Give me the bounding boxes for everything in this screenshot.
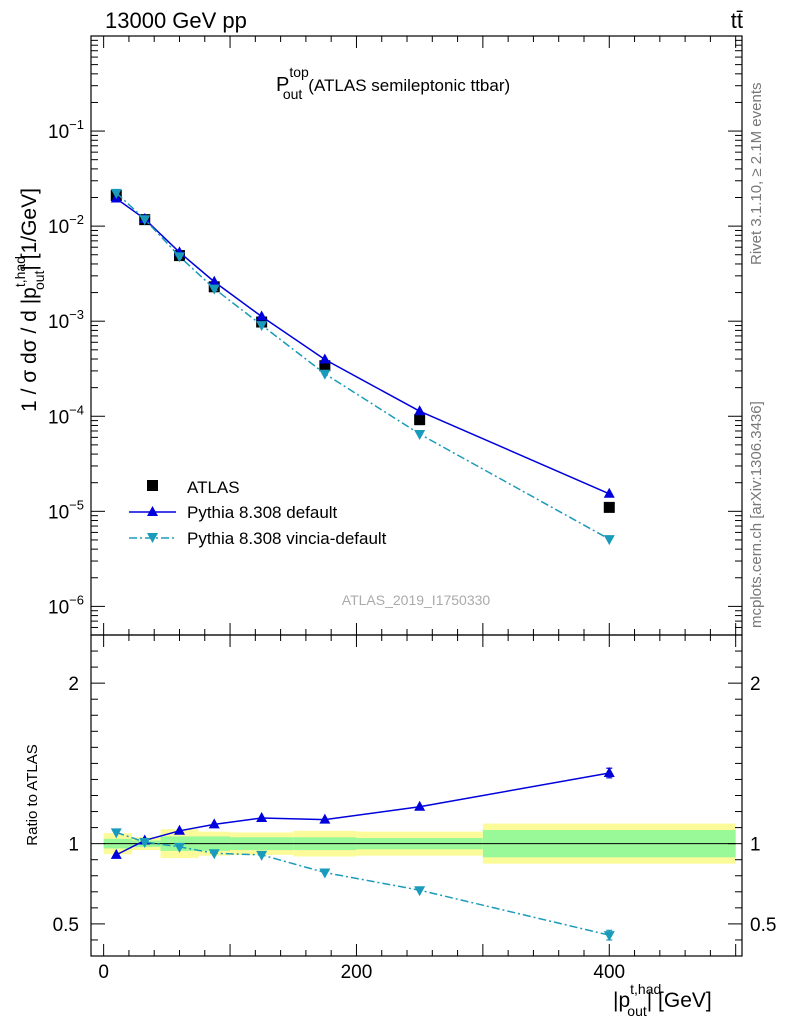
ratio-point-s0-5	[319, 813, 331, 824]
legend-label-pythia-default: Pythia 8.308 default	[187, 503, 338, 522]
ratio-xtick-label: 400	[593, 962, 625, 983]
ratio-frame	[90, 634, 743, 957]
mcplots-label: mcplots.cern.ch [arXiv:1306.3436]	[748, 401, 765, 628]
ratio-axis-ticks: 0.5 0.5 1 1 2 2 0 200 400	[53, 634, 776, 983]
main-point-s2-2	[173, 252, 185, 263]
main-point-s2-5	[319, 369, 331, 380]
main-ytick-label: 10−6	[48, 592, 84, 618]
ratio-point-s1-5	[319, 868, 331, 879]
legend-label-atlas: ATLAS	[187, 478, 240, 497]
header-right: tt̄	[731, 8, 743, 33]
ratio-ytick-label-right: 2	[750, 674, 761, 695]
main-series-line-2	[115, 192, 610, 540]
ratio-series-line-0	[115, 772, 610, 856]
analysis-watermark: ATLAS_2019_I1750330	[342, 592, 491, 608]
xlabel-main: |p	[613, 989, 630, 1012]
ratio-xlabel: |pt,had out| [GeV]	[613, 981, 712, 1019]
xlabel-suffix: | [GeV]	[647, 989, 712, 1012]
rivet-version-label: Rivet 3.1.10, ≥ 2.1M events	[748, 83, 765, 266]
main-point-s0-6	[414, 414, 426, 426]
main-ytick-label: 10−4	[48, 402, 84, 428]
main-point-s0-7	[603, 501, 615, 513]
main-data-marks	[110, 188, 615, 546]
main-point-s2-7	[603, 535, 615, 546]
xlabel-sub: out	[627, 1003, 647, 1019]
ratio-ytick-label-right: 1	[750, 835, 761, 856]
main-ytick-label: 10−3	[48, 307, 84, 333]
main-point-s1-3	[208, 275, 220, 286]
ratio-panel: 0.5 0.5 1 1 2 2 0 200 400 Ratio to ATLAS |pt,had…	[24, 634, 776, 1019]
ratio-point-s1-2	[173, 842, 185, 853]
legend-marker-pythia-default	[147, 506, 158, 516]
legend-label-pythia-vincia: Pythia 8.308 vincia-default	[187, 529, 387, 548]
legend: ATLAS Pythia 8.308 default Pythia 8.308 …	[129, 478, 387, 548]
ratio-ytick-label-left: 0.5	[53, 915, 79, 936]
main-point-s1-5	[319, 353, 331, 364]
ratio-ytick-label-left: 1	[68, 835, 79, 856]
plot-title: Ptop out (ATLAS semileptonic ttbar)	[276, 64, 510, 102]
ratio-point-s1-7	[603, 931, 615, 942]
ratio-point-s0-0	[110, 848, 122, 859]
main-axis-ticks: 10−6 10−5 10−4 10−3 10−2 10−1	[48, 36, 742, 636]
main-point-s2-6	[414, 430, 426, 441]
ratio-point-s0-4	[256, 811, 268, 822]
plot-title-sup: top	[289, 64, 309, 80]
main-point-s1-7	[603, 487, 615, 498]
xlabel-sup: t,had	[630, 981, 661, 997]
main-ytick-label: 10−2	[48, 212, 84, 238]
main-panel: 10−6 10−5 10−4 10−3 10−2 10−1 Ptop out (ATLAS s…	[12, 35, 743, 636]
ratio-point-s1-6	[414, 886, 426, 897]
ratio-point-s1-0	[110, 828, 122, 839]
ratio-xtick-label: 0	[98, 962, 109, 983]
main-point-s2-4	[256, 321, 268, 332]
ratio-point-s0-7	[603, 767, 615, 778]
main-ylabel: 1 / σ dσ / d |pt,had out| [1/GeV]	[12, 188, 47, 412]
main-point-s2-1	[139, 215, 151, 226]
main-point-s1-6	[414, 405, 426, 416]
main-point-s0-5	[319, 360, 331, 372]
ratio-xtick-label: 200	[341, 962, 373, 983]
ratio-data-marks	[110, 767, 615, 942]
ratio-point-s0-2	[173, 824, 185, 835]
plot-title-sub: out	[283, 86, 303, 102]
ratio-point-s0-3	[208, 818, 220, 829]
legend-marker-pythia-vincia	[147, 533, 158, 543]
ratio-point-s1-1	[139, 838, 151, 849]
header-left: 13000 GeV pp	[105, 8, 247, 33]
plot-title-main: P	[276, 74, 289, 96]
ratio-ytick-label-right: 0.5	[750, 915, 776, 936]
main-point-s2-0	[110, 188, 122, 199]
ratio-point-s0-6	[414, 800, 426, 811]
ratio-uncertainty-bands	[103, 823, 736, 864]
main-ytick-label: 10−1	[48, 117, 84, 143]
main-point-s1-4	[256, 310, 268, 321]
ratio-ylabel: Ratio to ATLAS	[24, 744, 41, 845]
main-ytick-label: 10−5	[48, 497, 84, 523]
ratio-point-s1-3	[208, 849, 220, 860]
main-point-s2-3	[208, 284, 220, 295]
plot-title-suffix: (ATLAS semileptonic ttbar)	[308, 76, 510, 95]
ratio-ytick-label-left: 2	[68, 674, 79, 695]
ratio-point-s1-4	[256, 850, 268, 861]
ratio-series-line-1	[116, 831, 610, 936]
main-series-line-1	[115, 197, 610, 495]
legend-marker-atlas	[147, 480, 158, 491]
